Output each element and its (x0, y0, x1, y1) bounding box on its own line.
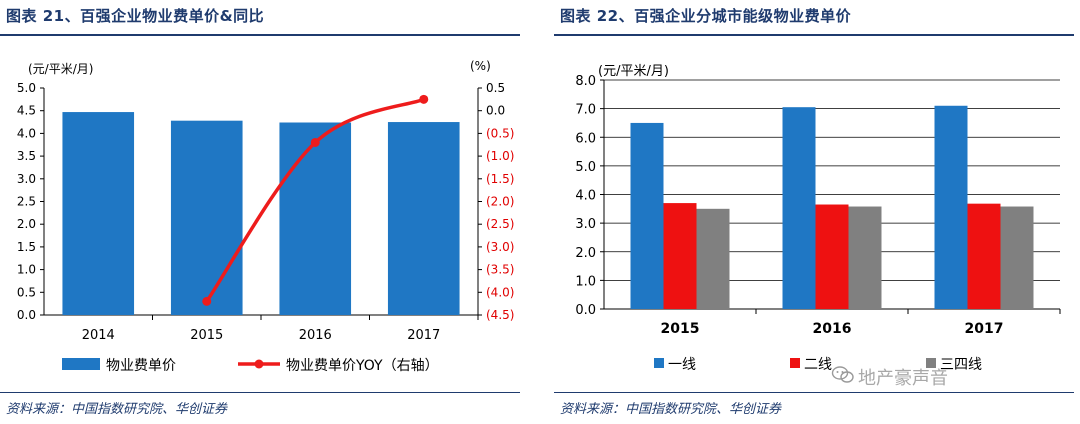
x-tick-label: 2016 (299, 328, 332, 343)
x-tick-label: 2017 (965, 321, 1004, 337)
y-tick-label: 1.0 (575, 274, 596, 289)
yoy-point-2017 (419, 94, 429, 104)
chart-2-svg: (元/平米/月) 0.0 1.0 2.0 3.0 4.0 5.0 6.0 7.0 8.0 2015 2… (575, 64, 1061, 373)
right-tick-label: (3.5) (486, 263, 514, 277)
left-tick-label: 0.5 (17, 285, 36, 299)
legend-label-一线: 一线 (668, 357, 696, 373)
bar-三四线-2016 (848, 206, 882, 309)
left-tick-label: 1.5 (17, 240, 36, 254)
wechat-icon (831, 366, 854, 383)
bar-一线-2016 (782, 107, 816, 309)
title-divider (0, 34, 520, 36)
left-tick-label: 4.5 (17, 104, 36, 118)
chart-1-svg: (元/平米/月) (%) 0.0 0.5 1.0 1.5 2.0 2.5 3.0 3.5 4.0 4.… (17, 59, 515, 374)
left-tick-label: 4.0 (17, 126, 36, 140)
chart-panel-property-fee: 图表 21、百强企业物业费单价&同比 (元/平米/月) (%) 0.0 0.5 1.0 1… (0, 0, 526, 424)
right-tick-label: (1.5) (486, 172, 514, 186)
source-divider (554, 392, 1074, 393)
right-tick-label: (0.5) (486, 126, 514, 140)
bar-property-fee-2015 (170, 120, 243, 315)
y-tick-label: 7.0 (575, 103, 596, 118)
bar-property-fee-2014 (62, 112, 135, 315)
left-tick-label: 2.0 (17, 217, 36, 231)
bar-三四线-2015 (696, 208, 730, 309)
legend-swatch-一线 (654, 358, 664, 368)
right-tick-label: (4.5) (486, 308, 514, 322)
source-note: 资料来源：中国指数研究院、华创证券 (560, 402, 782, 417)
right-tick-label: (2.0) (486, 195, 514, 209)
left-tick-label: 1.0 (17, 263, 36, 277)
y-tick-label: 0.0 (575, 303, 596, 318)
legend-swatch-property-fee (62, 358, 100, 370)
left-tick-label: 3.0 (17, 172, 36, 186)
bar-一线-2017 (934, 105, 968, 309)
left-axis-unit: (元/平米/月) (28, 62, 93, 76)
legend-swatch-yoy-marker (254, 359, 264, 369)
chart-title: 图表 22、百强企业分城市能级物业费单价 (560, 7, 852, 25)
bar-二线-2015 (663, 203, 697, 309)
bar-二线-2017 (967, 203, 1001, 309)
legend-label-yoy: 物业费单价YOY（右轴） (286, 358, 439, 374)
watermark-text: 地产豪声音 (858, 368, 948, 389)
title-divider (554, 34, 1074, 36)
legend-label-property-fee: 物业费单价 (106, 358, 176, 374)
y-tick-label: 6.0 (575, 131, 596, 146)
y-tick-label: 2.0 (575, 246, 596, 261)
right-axis-unit: (%) (470, 59, 491, 73)
y-axis-unit: (元/平米/月) (598, 64, 669, 79)
right-tick-label: 0.0 (486, 104, 505, 118)
bar-二线-2016 (815, 204, 849, 309)
bar-一线-2015 (630, 122, 664, 309)
yoy-point-2015 (202, 296, 212, 306)
right-tick-label: 0.5 (486, 81, 505, 95)
x-tick-label: 2015 (190, 328, 223, 343)
left-tick-label: 5.0 (17, 81, 36, 95)
bar-property-fee-2017 (387, 122, 460, 315)
chart-title: 图表 21、百强企业物业费单价&同比 (6, 7, 265, 25)
x-tick-label: 2017 (407, 328, 440, 343)
legend-label-三四线: 三四线 (940, 357, 982, 373)
left-tick-label: 0.0 (17, 308, 36, 322)
legend-swatch-三四线 (926, 358, 936, 368)
right-tick-label: (3.0) (486, 240, 514, 254)
right-tick-label: (2.5) (486, 217, 514, 231)
source-divider (0, 392, 520, 393)
x-tick-label: 2015 (661, 321, 700, 337)
right-tick-label: (1.0) (486, 149, 514, 163)
x-tick-label: 2016 (813, 321, 852, 337)
left-tick-label: 2.5 (17, 195, 36, 209)
source-note: 资料来源：中国指数研究院、华创证券 (6, 402, 228, 417)
y-tick-label: 5.0 (575, 160, 596, 175)
left-tick-label: 3.5 (17, 149, 36, 163)
bar-property-fee-2016 (279, 122, 352, 315)
right-tick-label: (4.0) (486, 285, 514, 299)
x-tick-label: 2014 (82, 328, 115, 343)
chart-panel-city-tier-fee: 图表 22、百强企业分城市能级物业费单价 (元/平米/月) 0.0 1.0 2.0 3.… (554, 0, 1080, 424)
y-tick-label: 8.0 (575, 74, 596, 89)
y-tick-label: 3.0 (575, 217, 596, 232)
legend-swatch-二线 (790, 358, 800, 368)
legend-label-二线: 二线 (804, 357, 832, 373)
yoy-point-2016 (310, 137, 320, 147)
y-tick-label: 4.0 (575, 189, 596, 204)
bar-三四线-2017 (1000, 206, 1034, 309)
